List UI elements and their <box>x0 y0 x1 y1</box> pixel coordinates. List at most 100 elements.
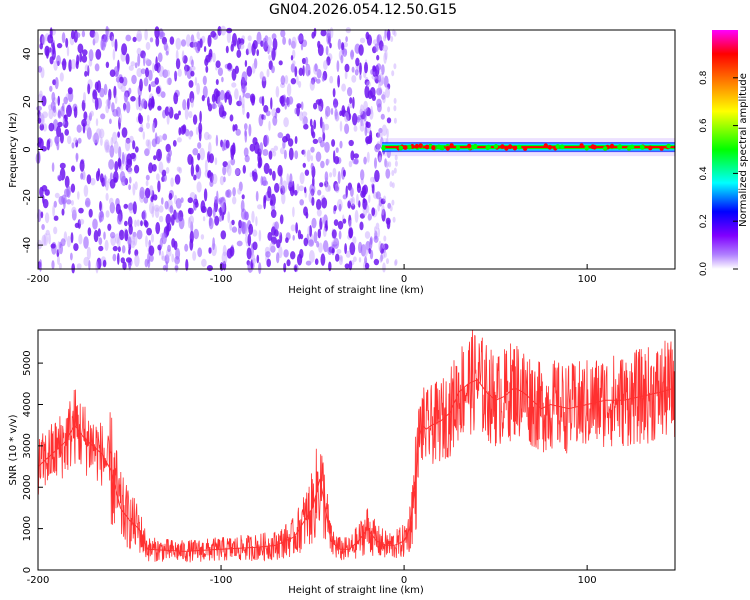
spectrogram-cell <box>296 183 300 194</box>
spectrogram-cell <box>89 110 94 117</box>
spectrogram-cell <box>154 26 160 39</box>
spectrogram-cell <box>123 203 129 209</box>
spectrogram-cell <box>95 261 99 274</box>
spectrogram-cell <box>353 153 360 159</box>
spectrogram-cell <box>115 76 121 83</box>
spectrogram-cell <box>256 254 260 264</box>
spectrogram-cell <box>102 259 107 268</box>
spectrogram-cell <box>380 113 385 120</box>
spectrogram-cell <box>166 78 170 85</box>
spectrogram-cell <box>285 237 289 244</box>
spectrogram-cell <box>145 174 150 181</box>
spectrogram-cell <box>391 70 395 77</box>
spectrogram-cell <box>119 229 125 241</box>
spectrogram-cell <box>62 102 65 112</box>
spectrogram-cell <box>127 236 132 248</box>
spectrogram-cell <box>389 181 393 188</box>
spectrogram-cell <box>364 256 368 265</box>
spectrogram-cell <box>321 197 328 209</box>
colorbar-gradient <box>712 30 738 269</box>
snr-y-label: SNR (10 * v/v) <box>8 414 19 485</box>
spectrogram-cell <box>297 34 304 42</box>
spectrogram-cell <box>70 183 76 193</box>
spectrogram-cell <box>364 85 370 99</box>
spectrogram-cell <box>394 259 398 265</box>
spectrogram-cell <box>267 46 274 52</box>
spectrogram-cell <box>108 159 115 170</box>
spectrogram-cell <box>304 169 310 176</box>
spectrogram-cell <box>148 162 154 174</box>
spectrogram-cell <box>64 175 70 189</box>
spectrogram-cell <box>138 127 144 133</box>
spectrogram-cell <box>134 62 138 69</box>
track-blob <box>440 145 445 151</box>
spectrogram-cell <box>135 97 140 111</box>
spectrogram-cell <box>114 161 119 172</box>
spectrogram-cell <box>364 61 368 74</box>
spectrogram-cell <box>207 170 212 178</box>
spectrogram-cell <box>156 148 162 162</box>
spectrogram-cell <box>227 211 231 224</box>
spectrogram-cell <box>147 139 151 152</box>
colorbar-tick-label: 0.8 <box>699 70 709 85</box>
spectrogram-cell <box>105 210 110 218</box>
spectrogram-cell <box>153 155 157 161</box>
y-tick-label: 2000 <box>22 475 33 500</box>
chart-title: GN04.2026.054.12.50.G15 <box>269 2 457 18</box>
spectrogram-cell <box>84 64 89 73</box>
spectrogram-cell <box>184 107 189 120</box>
spectrogram-cell <box>282 136 288 143</box>
spectrogram-cell <box>112 49 116 61</box>
spectrogram-cell <box>256 49 260 57</box>
spectrogram-cell <box>278 246 283 259</box>
spectrogram-cell <box>303 206 308 216</box>
spectrogram-cell <box>297 229 302 240</box>
spectrogram-cell <box>138 114 144 125</box>
spectrogram-cell <box>117 252 120 265</box>
spectrogram-cell <box>82 49 88 56</box>
spectrogram-cell <box>284 75 289 85</box>
spectrogram-cell <box>76 263 82 270</box>
spectrogram-cell <box>244 60 248 67</box>
spectrogram-cell <box>58 262 62 270</box>
spectrogram-cell <box>238 95 242 107</box>
spectrogram-cell <box>201 258 207 267</box>
spectrogram-cell <box>145 67 149 78</box>
spectrogram-cell <box>382 262 386 273</box>
spectrogram-cell <box>366 151 370 163</box>
spectrogram-cell <box>247 42 252 55</box>
spectrogram-cell <box>349 242 356 256</box>
spectrogram-cell <box>393 97 397 104</box>
spectrogram-cell <box>348 219 352 229</box>
spectrogram-cell <box>205 54 211 63</box>
spectrogram-cell <box>301 115 307 125</box>
spectrogram-cell <box>351 75 357 83</box>
spectrogram-cell <box>292 60 296 66</box>
spectrogram-cell <box>290 78 297 85</box>
spectrogram-cell <box>365 204 370 214</box>
spectrogram-cell <box>317 228 321 239</box>
spectrogram-cell <box>230 158 236 166</box>
spectrogram-cell <box>313 119 317 130</box>
spectrogram-cell <box>197 142 202 149</box>
spectrogram-cell <box>246 65 253 77</box>
track-blob <box>543 143 548 149</box>
spectrogram-cell <box>374 169 380 183</box>
spectrogram-cell <box>145 235 148 248</box>
track-blob <box>512 145 518 151</box>
spectrogram-y-ticks: -40 -20 0 20 40 <box>22 48 43 253</box>
spectrogram-y-label: Frequency (Hz) <box>8 112 19 188</box>
spectrogram-cell <box>344 70 348 80</box>
spectrogram-cell <box>170 177 174 187</box>
spectrogram-cell <box>112 245 118 252</box>
spectrogram-cell <box>317 189 322 196</box>
spectrogram-cell <box>270 209 277 219</box>
spectrogram-cell <box>322 132 326 142</box>
spectrogram-cell <box>345 250 351 258</box>
spectrogram-cell <box>334 183 340 194</box>
spectrogram-cell <box>158 215 164 223</box>
spectrogram-cell <box>304 186 307 194</box>
spectrogram-cell <box>383 75 389 88</box>
spectrogram-cell <box>369 130 373 141</box>
spectrogram-cell <box>359 37 366 44</box>
